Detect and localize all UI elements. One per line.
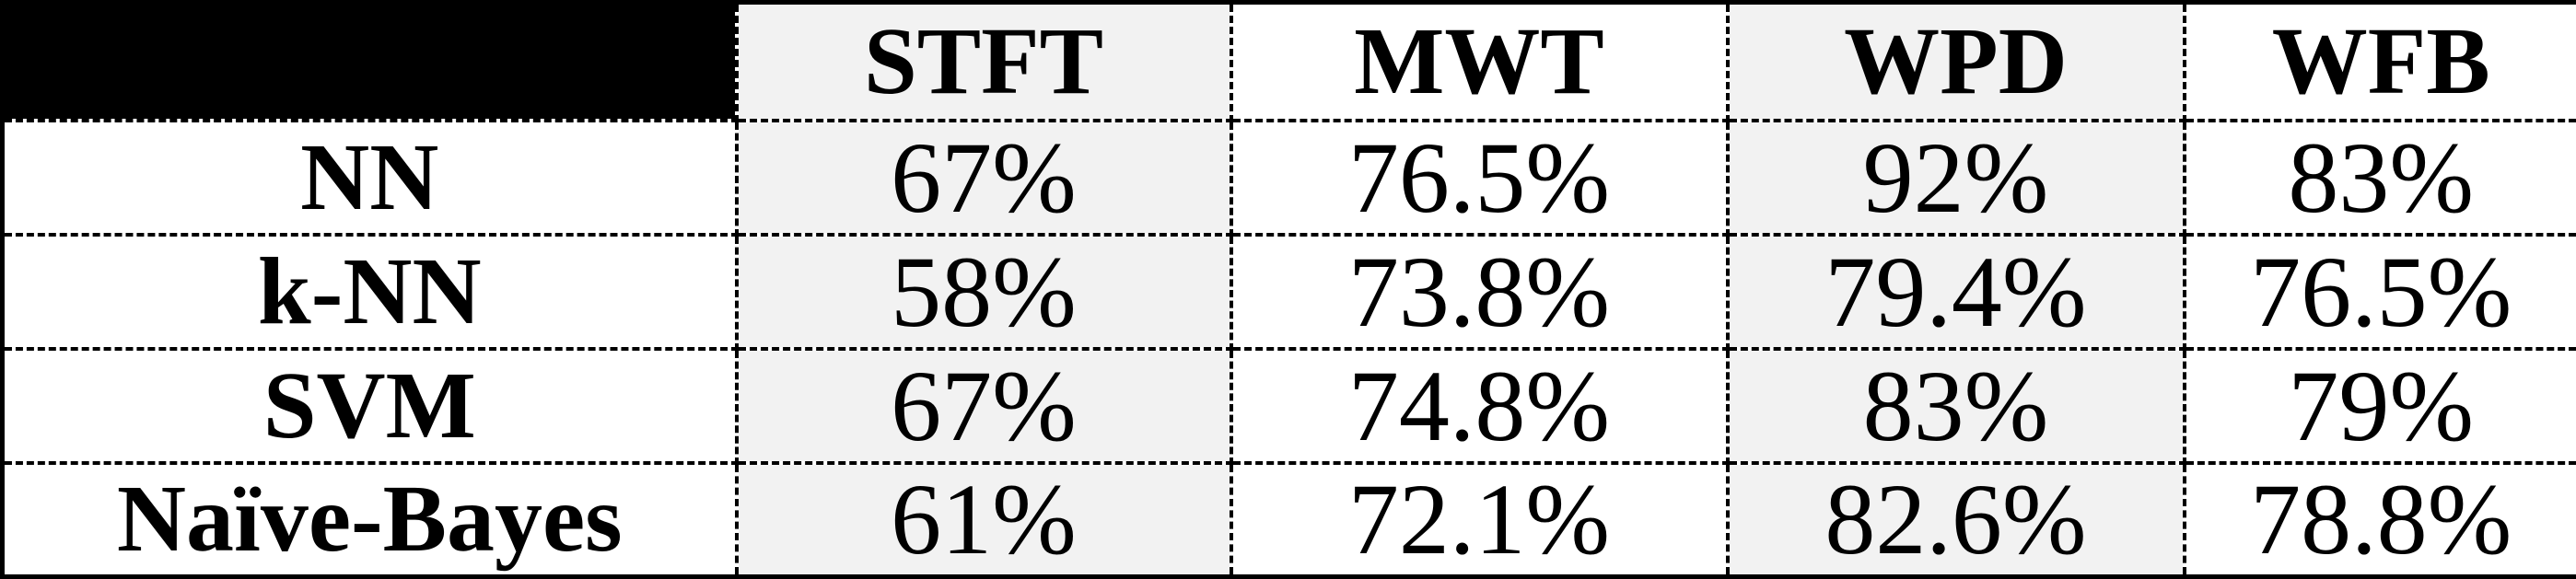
column-header: STFT (737, 3, 1231, 121)
table-cell: 61% (737, 463, 1231, 577)
table-cell: 73.8% (1231, 235, 1728, 349)
table-cell: 58% (737, 235, 1231, 349)
table-cell: 79% (2185, 349, 2576, 463)
table-cell: 92% (1728, 121, 2185, 235)
table-cell: 67% (737, 349, 1231, 463)
table-cell: 67% (737, 121, 1231, 235)
row-label: Naïve-Bayes (3, 463, 737, 577)
row-label: SVM (3, 349, 737, 463)
table-cell: 79.4% (1728, 235, 2185, 349)
table-cell: 74.8% (1231, 349, 1728, 463)
table-cell: 82.6% (1728, 463, 2185, 577)
corner-cell (3, 3, 737, 121)
table-cell: 83% (1728, 349, 2185, 463)
table-cell: 72.1% (1231, 463, 1728, 577)
column-header: MWT (1231, 3, 1728, 121)
column-header: WFB (2185, 3, 2576, 121)
table-cell: 76.5% (2185, 235, 2576, 349)
row-label: k-NN (3, 235, 737, 349)
column-header: WPD (1728, 3, 2185, 121)
table-cell: 76.5% (1231, 121, 1728, 235)
table-cell: 78.8% (2185, 463, 2576, 577)
table-cell: 83% (2185, 121, 2576, 235)
row-label: NN (3, 121, 737, 235)
